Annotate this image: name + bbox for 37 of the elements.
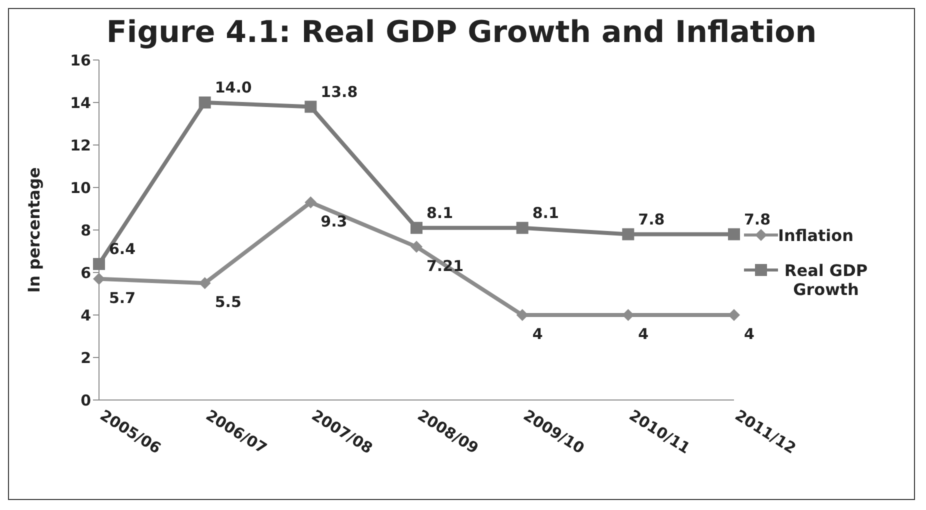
y-tick-label: 8	[80, 221, 91, 240]
data-label: 4	[532, 325, 543, 343]
data-label: 6.4	[109, 240, 136, 258]
data-label: 5.5	[214, 293, 242, 312]
legend-label: Real GDP Growth	[783, 260, 869, 298]
data-label: 5.7	[109, 288, 136, 307]
y-tick-label: 12	[70, 136, 91, 154]
data-label: 14.0	[214, 78, 252, 96]
point	[304, 196, 317, 208]
point	[516, 222, 528, 234]
y-tick-label: 14	[70, 94, 91, 112]
point	[410, 240, 422, 253]
y-tick-label: 16	[70, 51, 91, 70]
y-tick-label: 4	[80, 306, 91, 324]
data-label: 7.8	[638, 210, 665, 228]
point	[93, 258, 105, 270]
data-label: 13.8	[320, 82, 358, 101]
data-label: 9.3	[320, 212, 348, 230]
point	[93, 272, 105, 285]
chart-title: Figure 4.1: Real GDP Growth and Inflation	[105, 15, 818, 50]
legend-label: Inflation	[778, 226, 854, 244]
point	[304, 100, 317, 113]
data-label: 4	[744, 325, 754, 343]
point	[622, 228, 634, 240]
data-label: 8.1	[426, 204, 454, 222]
y-axis-title: In percentage	[24, 167, 44, 293]
y-tick-label: 6	[80, 264, 91, 282]
y-tick-label: 0	[80, 391, 91, 410]
data-label: 8.1	[532, 204, 559, 222]
point	[410, 222, 422, 234]
data-label: 4	[638, 325, 649, 343]
y-tick-label: 2	[80, 348, 91, 367]
y-tick-label: 10	[70, 178, 91, 197]
point	[728, 228, 740, 240]
data-label: 7.8	[744, 210, 771, 228]
point	[198, 96, 211, 108]
data-label: 7.21	[426, 256, 464, 275]
